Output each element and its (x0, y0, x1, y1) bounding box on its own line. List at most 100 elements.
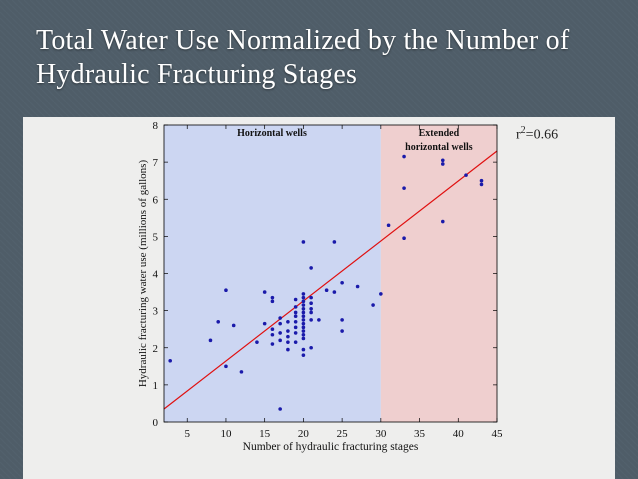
data-point (301, 325, 306, 330)
data-point (255, 340, 259, 344)
x-tick-label: 45 (492, 428, 504, 440)
y-tick-label: 6 (153, 194, 159, 206)
x-tick-label: 40 (453, 428, 465, 440)
data-point (270, 299, 275, 304)
data-point (301, 321, 306, 326)
data-point (293, 325, 298, 330)
y-tick-label: 5 (153, 231, 159, 243)
data-point (309, 306, 313, 311)
data-point (278, 338, 282, 343)
data-point (286, 329, 290, 333)
region-label-1-0: Extended (419, 128, 460, 139)
data-point (379, 292, 383, 296)
data-point (286, 319, 290, 324)
data-point (324, 288, 329, 293)
data-point (293, 310, 298, 315)
data-point (301, 303, 306, 307)
data-point (355, 284, 360, 289)
data-point (402, 236, 406, 241)
data-point (301, 299, 306, 304)
data-point (340, 280, 344, 285)
y-tick-label: 4 (153, 269, 159, 281)
y-tick-label: 8 (153, 120, 159, 132)
data-point (301, 310, 306, 315)
data-point (301, 347, 306, 352)
x-tick-label: 15 (259, 428, 271, 440)
data-point (301, 295, 306, 300)
data-point (168, 358, 172, 363)
data-point (301, 336, 306, 341)
data-point (262, 321, 267, 326)
data-point (208, 338, 213, 343)
region-1 (380, 125, 497, 422)
y-tick-label: 0 (153, 417, 159, 429)
data-point (340, 318, 344, 322)
data-point (479, 178, 484, 183)
data-point (270, 332, 275, 337)
data-point (402, 186, 406, 190)
data-point (301, 306, 306, 311)
data-point (270, 342, 275, 346)
data-point (402, 154, 406, 159)
data-point (301, 332, 306, 337)
region-0 (164, 125, 381, 422)
x-tick-label: 30 (375, 428, 387, 440)
data-point (293, 297, 298, 302)
data-point (440, 219, 445, 224)
data-point (239, 370, 244, 374)
region-label-0-0: Horizontal wells (237, 128, 307, 139)
x-tick-label: 20 (298, 428, 310, 440)
r-squared-value: =0.66 (525, 127, 559, 143)
y-tick-label: 7 (153, 157, 159, 169)
y-axis-label: Hydraulic fracturing water use (millions… (137, 160, 149, 388)
data-point (293, 319, 298, 324)
x-tick-label: 5 (184, 428, 190, 440)
y-tick-label: 3 (153, 306, 159, 318)
x-tick-label: 25 (337, 428, 349, 440)
data-point (270, 295, 275, 300)
y-tick-label: 2 (153, 343, 159, 355)
data-point (301, 292, 306, 296)
data-point (224, 364, 228, 369)
data-point (231, 323, 236, 328)
slide-title: Total Water Use Normalized by the Number… (36, 25, 570, 90)
region-label-1-1: horizontal wells (405, 142, 473, 153)
data-point (317, 318, 321, 322)
r-squared-power: 2 (520, 125, 526, 136)
r-squared-label: r2=0.66 (516, 125, 558, 144)
data-point (278, 316, 282, 320)
data-point (309, 345, 313, 350)
data-point (440, 158, 445, 163)
data-point (301, 329, 306, 333)
data-point (464, 173, 468, 177)
data-point (286, 334, 290, 339)
data-point (332, 240, 337, 244)
data-point (293, 331, 298, 335)
x-tick-label: 35 (414, 428, 426, 440)
data-point (309, 295, 313, 300)
data-point (301, 240, 306, 244)
data-point (293, 340, 298, 344)
data-point (301, 353, 306, 357)
data-point (309, 301, 313, 306)
data-point (332, 290, 337, 294)
x-tick-label: 10 (220, 428, 232, 440)
data-point (293, 305, 298, 309)
data-point (262, 290, 267, 294)
data-point (309, 266, 313, 270)
data-point (309, 318, 313, 322)
data-point (286, 347, 290, 352)
data-point (479, 182, 484, 187)
x-axis-label: Number of hydraulic fracturing stages (243, 441, 419, 453)
data-point (386, 223, 391, 228)
fit-line (163, 150, 498, 410)
data-point (286, 340, 290, 344)
r-squared-symbol: r (516, 127, 521, 143)
data-point (293, 314, 298, 318)
data-point (278, 331, 282, 335)
data-point (340, 329, 344, 333)
data-point (278, 407, 282, 411)
data-point (224, 288, 228, 293)
data-point (278, 321, 282, 326)
